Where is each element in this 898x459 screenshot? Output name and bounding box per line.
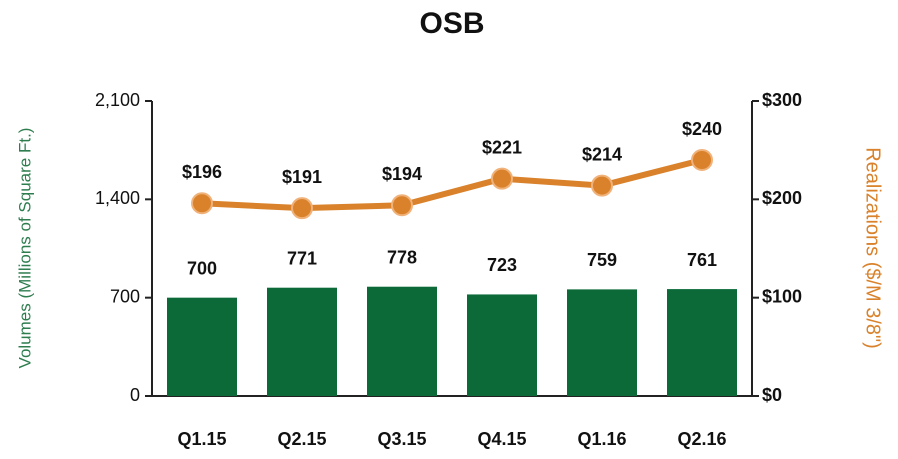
x-tick-label: Q3.15 — [377, 429, 426, 449]
line-marker — [591, 174, 613, 197]
bar — [567, 289, 637, 396]
line-value-label: $191 — [282, 167, 322, 187]
x-tick-label: Q2.15 — [277, 429, 326, 449]
x-tick-label: Q1.15 — [177, 429, 226, 449]
x-tick-label: Q4.15 — [477, 429, 526, 449]
bar-value-label: 778 — [387, 247, 417, 267]
y2-tick-label: $100 — [762, 286, 802, 306]
line-value-label: $194 — [382, 164, 422, 184]
y-tick-label: 2,100 — [95, 90, 140, 110]
y-axis-label: Volumes (Millions of Square Ft.) — [15, 128, 34, 369]
line-value-label: $196 — [182, 162, 222, 182]
y-tick-label: 1,400 — [95, 188, 140, 208]
bar — [467, 294, 537, 396]
line-marker — [191, 192, 213, 215]
line-value-label: $240 — [682, 119, 722, 139]
bar — [267, 287, 337, 396]
y2-tick-label: $200 — [762, 188, 802, 208]
bar — [167, 297, 237, 396]
bar-value-label: 723 — [487, 255, 517, 275]
line — [201, 157, 703, 212]
line-marker — [291, 197, 313, 220]
bar-value-label: 759 — [587, 250, 617, 270]
chart-title: OSB — [419, 7, 484, 40]
y2-tick-label: $300 — [762, 90, 802, 110]
line-marker — [691, 149, 713, 171]
x-tick-label: Q1.16 — [577, 429, 626, 449]
bar-value-label: 761 — [687, 250, 717, 270]
y-tick-label: 0 — [130, 385, 140, 405]
line-marker — [491, 167, 513, 190]
line-value-label: $214 — [582, 144, 622, 164]
y2-tick-label: $0 — [762, 385, 782, 405]
line-marker — [391, 194, 413, 217]
line-value-label: $221 — [482, 137, 522, 157]
bar — [367, 286, 437, 396]
bar — [667, 289, 737, 396]
bar-value-label: 771 — [287, 248, 317, 268]
bar-value-label: 700 — [187, 258, 217, 278]
y-tick-label: 700 — [110, 286, 140, 306]
x-tick-label: Q2.16 — [677, 429, 726, 449]
y2-axis-label: Realizations ($/M 3/8") — [862, 147, 884, 349]
